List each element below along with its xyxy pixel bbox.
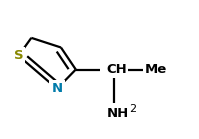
Text: 2: 2 (129, 104, 136, 114)
Text: S: S (14, 49, 23, 62)
Text: N: N (52, 82, 62, 95)
Text: Me: Me (145, 63, 167, 76)
Text: CH: CH (106, 63, 127, 76)
Text: NH: NH (106, 107, 129, 120)
